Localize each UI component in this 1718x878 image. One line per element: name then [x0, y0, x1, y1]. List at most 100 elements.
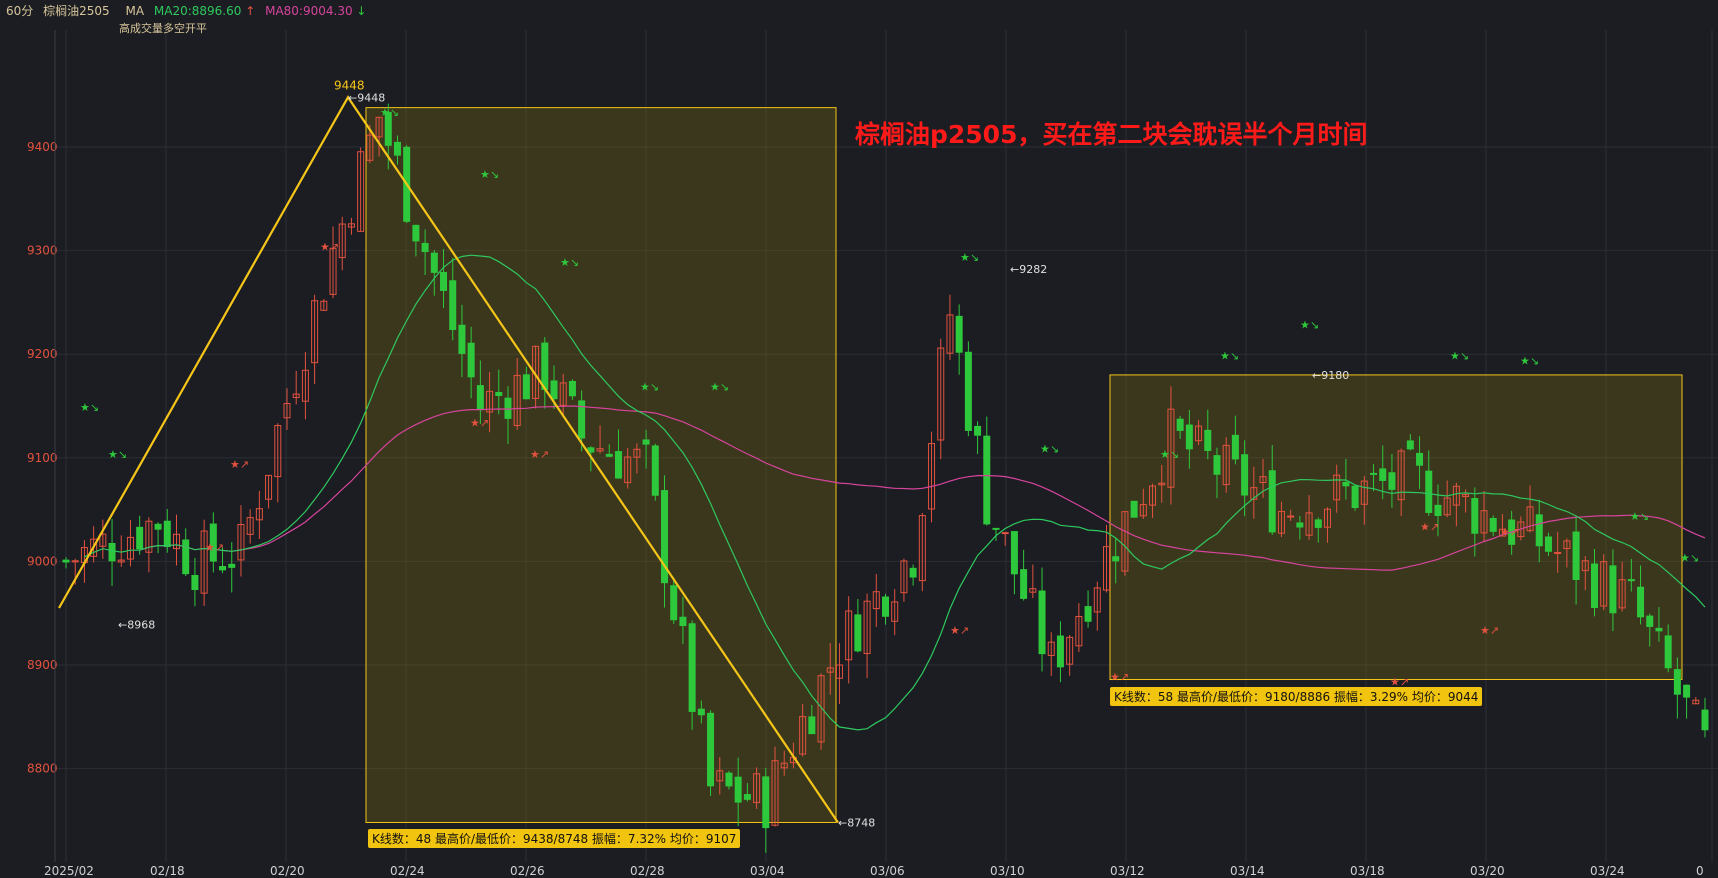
candle: [1167, 408, 1175, 488]
candle: [1259, 476, 1267, 484]
candle: [1618, 579, 1626, 609]
candle: [1581, 560, 1589, 572]
candle: [1121, 511, 1129, 572]
buy-signal-marker: ★↘: [640, 380, 659, 393]
candle: [937, 347, 945, 441]
candle: [329, 247, 337, 295]
candle: [578, 400, 586, 439]
candle: [421, 242, 429, 253]
candle: [946, 314, 954, 354]
candle: [642, 439, 650, 445]
candle: [1333, 474, 1341, 501]
buy-signal-marker: ★↘: [1040, 443, 1059, 456]
candle: [845, 610, 853, 661]
candle: [1692, 699, 1700, 705]
candle: [357, 151, 365, 232]
sell-signal-marker: ★↗: [1110, 671, 1129, 684]
candle: [1370, 472, 1378, 475]
candle: [440, 271, 448, 291]
candle: [1683, 684, 1691, 698]
candle: [1637, 586, 1645, 618]
candle: [651, 445, 659, 496]
candle: [108, 542, 116, 562]
buy-signal-marker: ★↘: [80, 401, 99, 414]
ma80-line: [139, 405, 1706, 571]
candle: [1241, 454, 1249, 496]
period-label[interactable]: 60分: [6, 4, 34, 18]
x-tick-label: 03/04: [750, 864, 785, 878]
candle: [1664, 635, 1672, 669]
buy-signal-marker: ★↘: [480, 168, 499, 181]
candle: [117, 559, 125, 563]
box1-stats-label: K线数：48 最高价/最低价：9438/8748 振幅：7.32% 均价：910…: [368, 829, 741, 848]
candle: [1452, 485, 1460, 506]
sell-signal-marker: ★↗: [1420, 520, 1439, 533]
ma80-value: MA80:9004.30: [265, 4, 353, 18]
candle: [1425, 470, 1433, 513]
candle: [62, 559, 70, 563]
buy-signal-marker: ★↘: [1220, 349, 1239, 362]
candle: [1323, 508, 1331, 528]
buy-signal-marker: ★↘: [710, 380, 729, 393]
candle: [909, 567, 917, 578]
candle: [992, 527, 1000, 530]
candle: [1056, 635, 1064, 668]
candle: [1701, 709, 1709, 731]
candle: [1038, 590, 1046, 655]
candle: [1149, 485, 1157, 506]
candle: [1047, 641, 1055, 656]
candle: [1591, 563, 1599, 609]
candle: [1139, 504, 1147, 517]
candle: [1489, 517, 1497, 532]
x-tick-label: 03/14: [1230, 864, 1265, 878]
candle: [1158, 482, 1166, 486]
y-tick-label: 9400: [27, 140, 58, 154]
sell-signal-marker: ★↗: [1480, 624, 1499, 637]
candle: [1600, 561, 1608, 607]
candle: [1066, 636, 1074, 665]
indicator-subtitle: 高成交量多空开平: [119, 22, 207, 35]
sell-signal-marker: ★↗: [530, 448, 549, 461]
candle: [90, 538, 98, 557]
candle: [246, 517, 254, 535]
candle: [725, 772, 733, 787]
candle: [1655, 627, 1663, 632]
price-marker: ←8748: [838, 816, 875, 829]
trend-line: [58, 95, 839, 824]
candle: [1102, 546, 1110, 591]
ma-label: MA: [125, 4, 145, 18]
candle: [568, 380, 576, 397]
candle: [716, 770, 724, 782]
candle: [126, 536, 134, 560]
candle: [292, 393, 300, 398]
candle: [412, 224, 420, 242]
candle: [504, 397, 512, 419]
candle: [182, 539, 190, 575]
candle: [1544, 536, 1552, 552]
candle: [1296, 522, 1304, 528]
candle: [495, 392, 503, 397]
candle: [1646, 615, 1654, 627]
candle: [1554, 551, 1562, 554]
y-tick-label: 9100: [27, 451, 58, 465]
buy-signal-marker: ★↘: [1160, 448, 1179, 461]
candle: [624, 456, 632, 484]
price-marker: ←9180: [1312, 369, 1349, 382]
candle: [1572, 531, 1580, 580]
x-tick-label: 03/10: [990, 864, 1025, 878]
candle: [219, 566, 227, 571]
candle: [347, 223, 355, 228]
candle: [274, 425, 282, 478]
candle: [255, 508, 263, 521]
sell-signal-marker: ★↗: [205, 541, 224, 554]
candle: [780, 762, 788, 769]
sell-signal-marker: ★↗: [230, 458, 249, 471]
symbol-label[interactable]: 棕榈油2505: [43, 4, 110, 18]
candle: [1462, 494, 1470, 498]
price-marker: ←8968: [118, 619, 155, 632]
candle: [1213, 455, 1221, 475]
candle: [882, 596, 889, 617]
ma20-line: [84, 254, 1706, 731]
candle: [1627, 579, 1635, 582]
candle: [191, 574, 199, 591]
